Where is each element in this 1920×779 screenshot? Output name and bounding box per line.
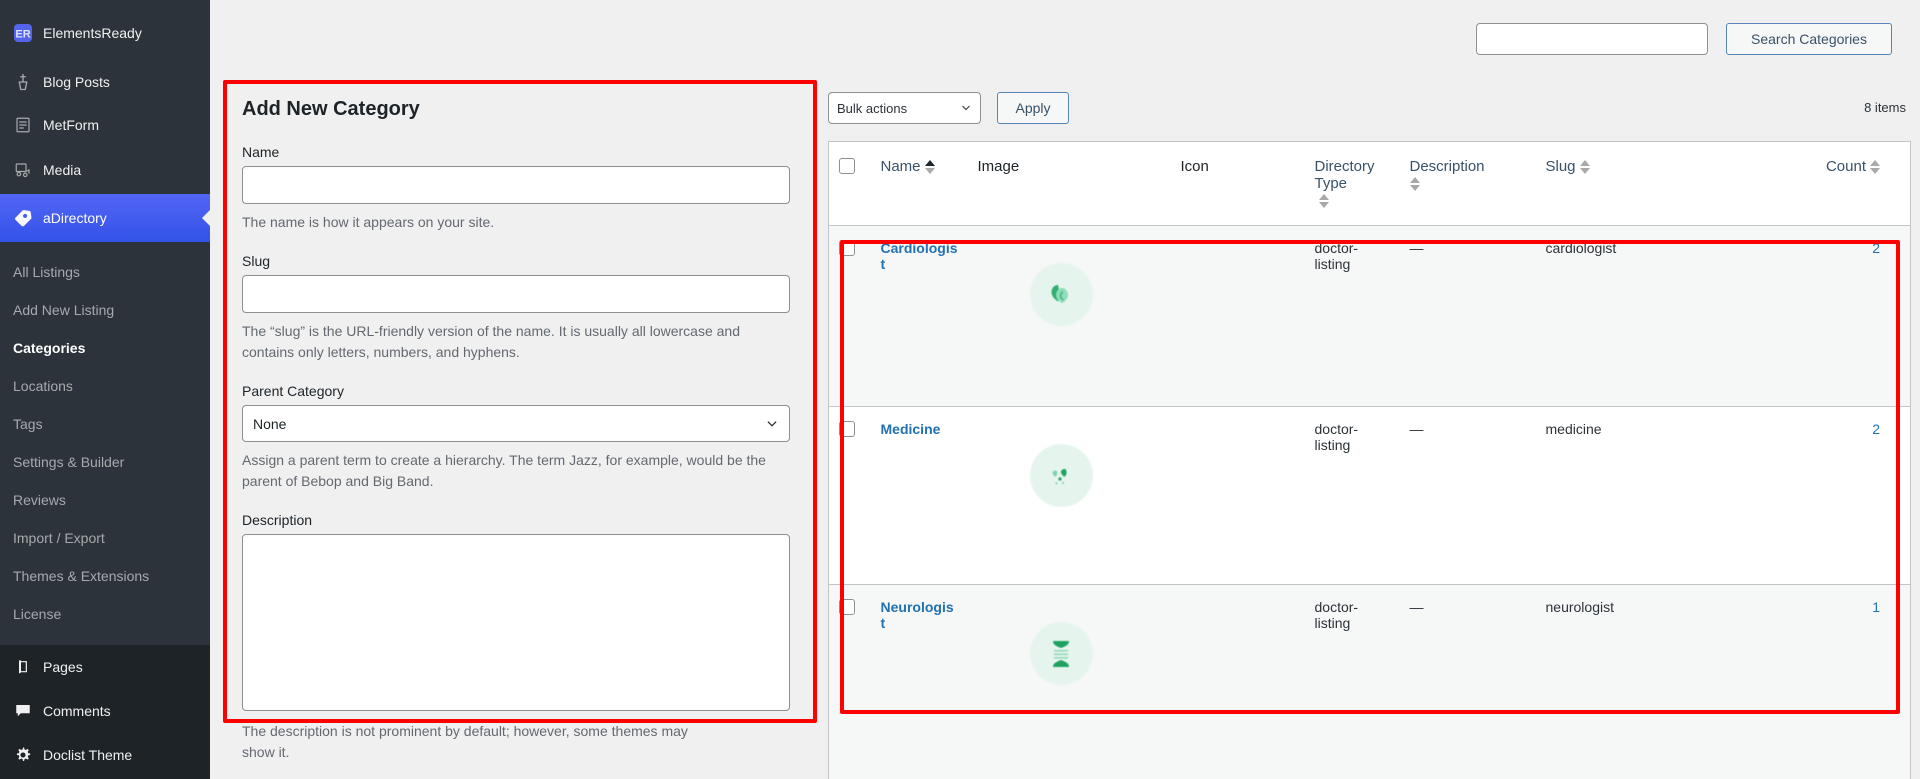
- svg-text:ER: ER: [15, 29, 30, 41]
